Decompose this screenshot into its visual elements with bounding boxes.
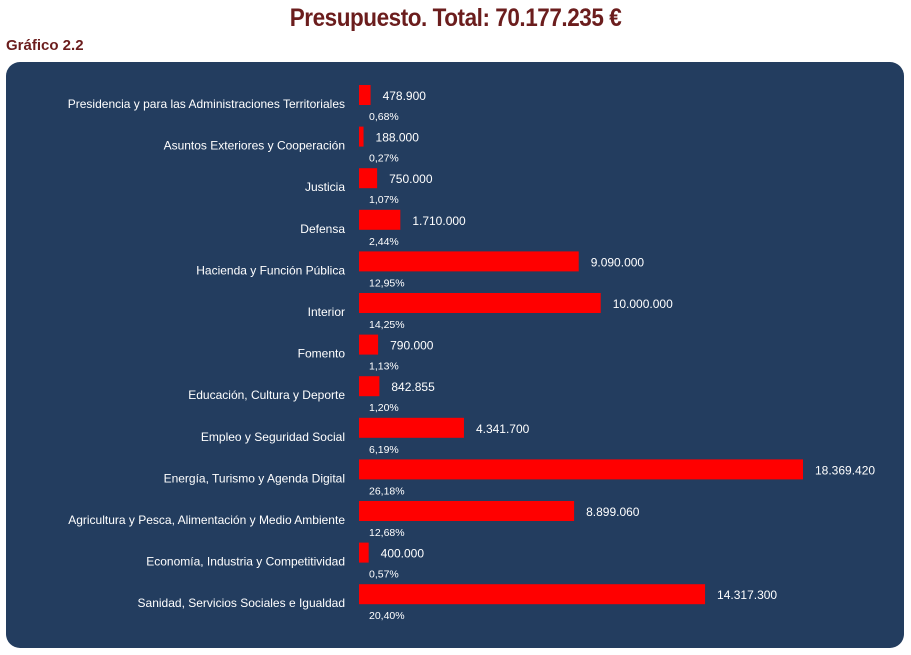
percent-label-defensa: 2,44% <box>369 236 399 248</box>
category-label-hacienda-y-funcion-publica: Hacienda y Función Pública <box>196 263 345 277</box>
value-label-sanidad-servicios-sociales-e-igualdad: 14.317.300 <box>717 588 777 602</box>
category-label-asuntos-exteriores-y-cooperacion: Asuntos Exteriores y Cooperación <box>164 139 345 153</box>
bar-presidencia-y-para-las-administraciones-territoriales <box>359 85 371 105</box>
chart-number: Gráfico 2.2 <box>6 37 84 54</box>
value-label-fomento: 790.000 <box>390 339 434 353</box>
category-label-educacion-cultura-y-deporte: Educación, Cultura y Deporte <box>188 388 345 402</box>
category-label-presidencia-y-para-las-administraciones-territoriales: Presidencia y para las Administraciones … <box>68 97 345 111</box>
value-label-presidencia-y-para-las-administraciones-territoriales: 478.900 <box>383 89 427 103</box>
percent-label-interior: 14,25% <box>369 319 405 331</box>
bar-hacienda-y-funcion-publica <box>359 251 579 272</box>
bar-sanidad-servicios-sociales-e-igualdad <box>359 584 706 605</box>
percent-label-economia-industria-y-competitividad: 0,57% <box>369 569 399 581</box>
value-label-energia-turismo-y-agenda-digital: 18.369.420 <box>815 463 875 477</box>
bar-fomento <box>359 334 379 355</box>
category-label-economia-industria-y-competitividad: Economía, Industria y Competitividad <box>146 555 345 569</box>
value-label-educacion-cultura-y-deporte: 842.855 <box>391 380 435 394</box>
value-label-agricultura-y-pesca-alimentacion-y-medio-ambiente: 8.899.060 <box>586 505 640 519</box>
percent-label-sanidad-servicios-sociales-e-igualdad: 20,40% <box>369 610 405 622</box>
value-label-justicia: 750.000 <box>389 172 433 186</box>
bar-interior <box>359 293 601 313</box>
bar-defensa <box>359 209 401 230</box>
percent-label-asuntos-exteriores-y-cooperacion: 0,27% <box>369 153 399 165</box>
bar-energia-turismo-y-agenda-digital <box>359 459 803 480</box>
category-label-energia-turismo-y-agenda-digital: Energía, Turismo y Agenda Digital <box>164 471 345 485</box>
category-label-empleo-y-seguridad-social: Empleo y Seguridad Social <box>201 430 345 444</box>
percent-label-hacienda-y-funcion-publica: 12,95% <box>369 277 405 289</box>
category-label-fomento: Fomento <box>298 347 346 361</box>
bar-economia-industria-y-competitividad <box>359 542 369 563</box>
value-label-economia-industria-y-competitividad: 400.000 <box>381 547 425 561</box>
category-label-interior: Interior <box>308 305 345 319</box>
bar-justicia <box>359 168 378 189</box>
value-label-empleo-y-seguridad-social: 4.341.700 <box>476 422 530 436</box>
value-label-asuntos-exteriores-y-cooperacion: 188.000 <box>376 131 420 145</box>
bar-agricultura-y-pesca-alimentacion-y-medio-ambiente <box>359 501 575 521</box>
value-label-defensa: 1.710.000 <box>412 214 466 228</box>
category-label-defensa: Defensa <box>300 222 345 236</box>
value-label-hacienda-y-funcion-publica: 9.090.000 <box>591 255 645 269</box>
bar-educacion-cultura-y-deporte <box>359 376 380 397</box>
page-title: Presupuesto. Total: 70.177.235 € <box>289 4 622 32</box>
percent-label-fomento: 1,13% <box>369 361 399 373</box>
chart-panel <box>6 62 904 648</box>
category-label-sanidad-servicios-sociales-e-igualdad: Sanidad, Servicios Sociales e Igualdad <box>138 596 345 610</box>
percent-label-presidencia-y-para-las-administraciones-territoriales: 0,68% <box>369 111 399 123</box>
bar-empleo-y-seguridad-social <box>359 417 464 438</box>
category-label-agricultura-y-pesca-alimentacion-y-medio-ambiente: Agricultura y Pesca, Alimentación y Medi… <box>68 513 345 527</box>
percent-label-agricultura-y-pesca-alimentacion-y-medio-ambiente: 12,68% <box>369 527 405 539</box>
bar-asuntos-exteriores-y-cooperacion <box>359 126 364 147</box>
category-label-justicia: Justicia <box>305 180 345 194</box>
value-label-interior: 10.000.000 <box>613 297 673 311</box>
percent-label-energia-turismo-y-agenda-digital: 26,18% <box>369 485 405 497</box>
percent-label-empleo-y-seguridad-social: 6,19% <box>369 444 399 456</box>
percent-label-justicia: 1,07% <box>369 194 399 206</box>
percent-label-educacion-cultura-y-deporte: 1,20% <box>369 402 399 414</box>
